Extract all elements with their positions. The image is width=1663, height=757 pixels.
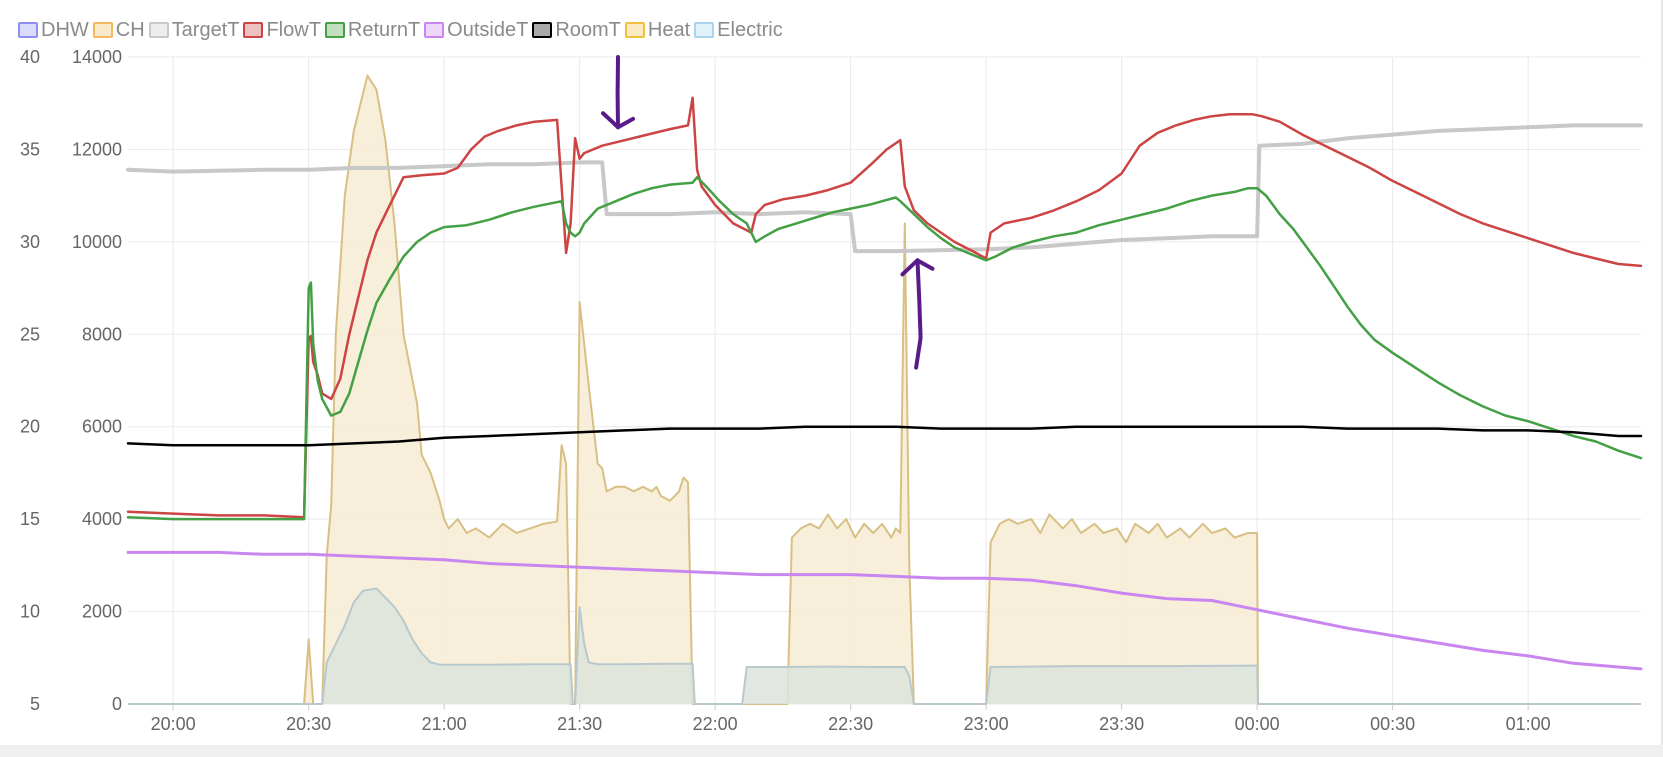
legend-swatch: [148, 22, 169, 38]
y-right-tick-label: 10000: [72, 232, 122, 252]
x-tick-label: 21:00: [422, 714, 467, 734]
frame-border: [1661, 0, 1663, 745]
arrow-up-annotation: [914, 258, 923, 370]
y-left-tick-label: 15: [20, 509, 40, 529]
series-area-electric: [128, 588, 1641, 704]
legend-label: ReturnT: [347, 18, 421, 41]
legend-label: Electric: [717, 18, 783, 41]
series-line-flowt: [126, 96, 1643, 519]
y-right-tick-label: 8000: [82, 324, 122, 344]
legend-swatch: [18, 22, 38, 38]
x-tick-label: 21:30: [557, 714, 602, 734]
legend: DHW CH TargetT FlowT ReturnT OutsideT RoomT Hea…: [18, 17, 787, 43]
x-tick-label: 20:00: [151, 714, 196, 734]
x-tick-label: 20:30: [286, 714, 331, 734]
legend-item-ch[interactable]: CH: [92, 18, 145, 42]
legend-item-heat[interactable]: Heat: [624, 18, 691, 42]
y-left-tick-label: 35: [20, 139, 40, 159]
y-right-tick-label: 0: [112, 694, 122, 714]
legend-swatch: [324, 22, 345, 38]
y-right-tick-label: 12000: [72, 139, 122, 159]
x-tick-label: 22:00: [693, 714, 738, 734]
y-left-tick-label: 30: [20, 232, 40, 252]
legend-item-electric[interactable]: Electric: [694, 19, 783, 42]
arrow-down-annotation-head: [601, 111, 636, 130]
y-right-tick-label: 6000: [82, 417, 122, 437]
legend-label: CH: [115, 18, 145, 41]
x-tick-label: 00:30: [1370, 714, 1415, 734]
y-right-tick-label: 2000: [82, 602, 122, 622]
x-tick-label: 01:00: [1506, 714, 1551, 734]
series-line-targett: [126, 123, 1643, 254]
legend-label: TargetT: [171, 18, 240, 41]
legend-label: DHW: [41, 18, 89, 41]
legend-label: RoomT: [555, 18, 621, 41]
y-left-tick-label: 10: [20, 602, 40, 622]
series-line-returnt: [126, 175, 1643, 521]
legend-label: OutsideT: [447, 18, 529, 41]
x-tick-label: 00:00: [1235, 714, 1280, 734]
y-left-tick-label: 5: [30, 694, 40, 714]
footer-bar: [0, 745, 1663, 757]
legend-label: FlowT: [266, 18, 321, 41]
legend-item-outsidet[interactable]: OutsideT: [424, 19, 528, 42]
series-line-outsidet: [126, 550, 1643, 671]
legend-label: Heat: [647, 18, 691, 41]
legend-item-flowt[interactable]: FlowT: [243, 18, 321, 42]
legend-swatch: [92, 22, 113, 38]
legend-item-dhw[interactable]: DHW: [18, 19, 89, 42]
y-right-tick-label: 4000: [82, 509, 122, 529]
y-right-tick-label: 14000: [72, 47, 122, 67]
legend-item-roomt[interactable]: RoomT: [532, 19, 621, 42]
legend-item-returnt[interactable]: ReturnT: [324, 18, 421, 42]
legend-swatch: [624, 22, 645, 38]
legend-swatch: [694, 22, 715, 38]
y-left-tick-label: 20: [20, 417, 40, 437]
legend-swatch: [424, 22, 445, 38]
y-left-tick-label: 40: [20, 47, 40, 67]
x-tick-label: 23:30: [1099, 714, 1144, 734]
x-tick-label: 23:00: [964, 714, 1009, 734]
series-area-heat: [128, 75, 1641, 704]
arrow-up-annotation-head: [900, 258, 935, 277]
legend-swatch: [532, 22, 553, 38]
series-line-electric: [128, 587, 1641, 705]
y-left-tick-label: 25: [20, 324, 40, 344]
legend-item-targett[interactable]: TargetT: [148, 18, 240, 42]
x-tick-label: 22:30: [828, 714, 873, 734]
series-line-roomt: [126, 425, 1643, 447]
legend-swatch: [243, 22, 264, 38]
